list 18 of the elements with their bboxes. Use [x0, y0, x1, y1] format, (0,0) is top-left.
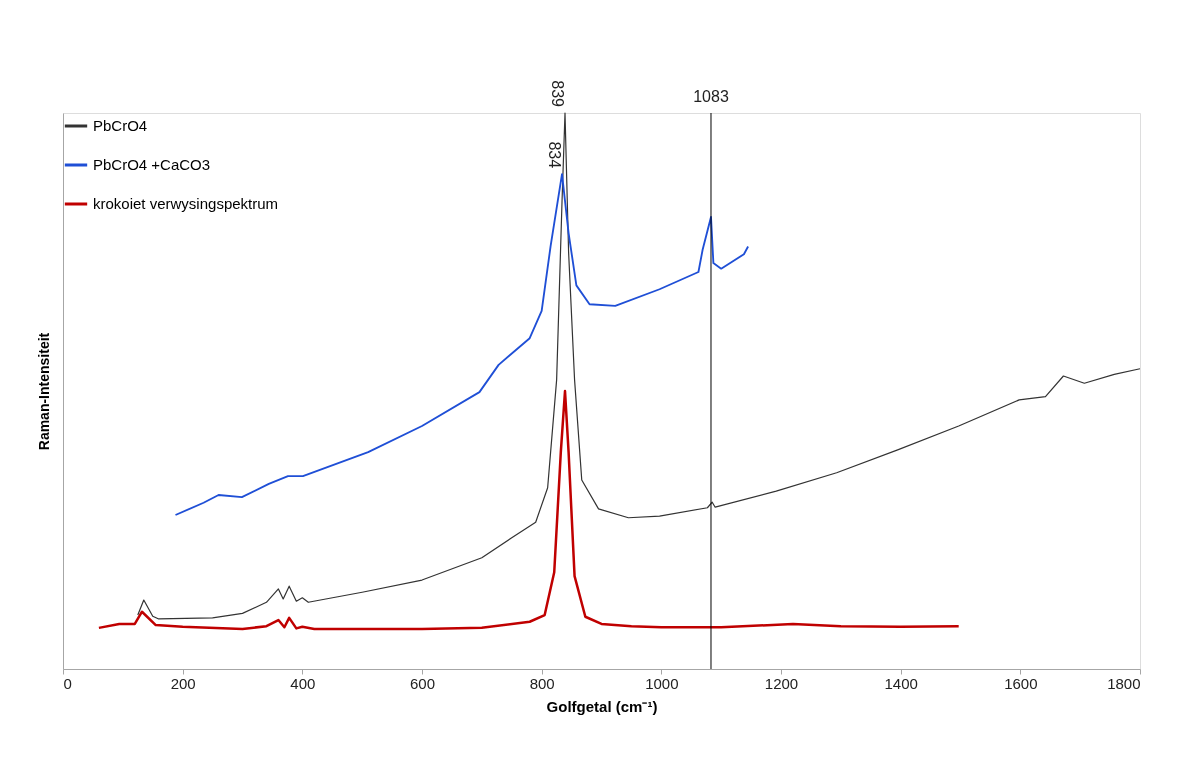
x-tick-label: 0 [63, 674, 72, 692]
x-axis-title: Golfgetal (cm⁻¹) [546, 697, 658, 715]
x-tick-label: 400 [290, 674, 316, 692]
x-tick-label: 600 [409, 674, 436, 692]
x-tick-label: 1200 [764, 674, 799, 692]
x-tick-label: 200 [170, 674, 196, 692]
x-tick-label: 1000 [645, 674, 679, 692]
annotation: 834 [546, 141, 564, 169]
x-tick-label: 1600 [1004, 674, 1038, 692]
x-tick-label: 1400 [884, 674, 918, 692]
annotation: 839 [549, 80, 566, 108]
legend-label: PbCrO4 [93, 117, 148, 134]
legend-label: krokoiet verwysingspektrum [93, 195, 279, 212]
ref-line-label: 1083 [693, 88, 729, 105]
x-tick-label: 800 [529, 674, 555, 692]
legend-label: PbCrO4 +CaCO3 [93, 156, 211, 173]
y-axis-title: Raman-Intensiteit [35, 332, 52, 451]
x-tick-label: 1800 [1107, 674, 1141, 692]
